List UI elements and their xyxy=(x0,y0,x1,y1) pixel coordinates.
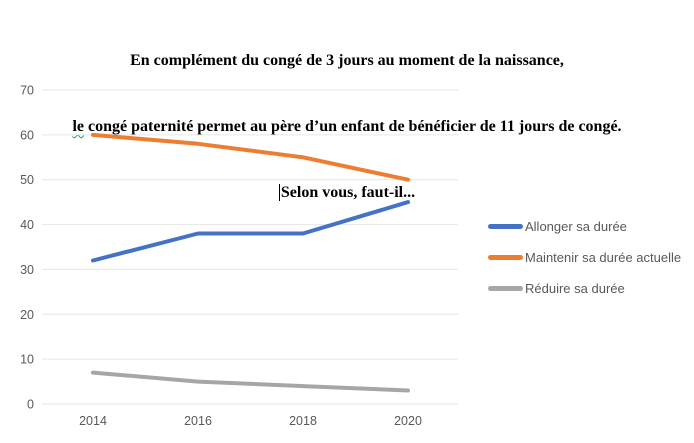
y-axis-tick-label: 30 xyxy=(20,263,34,277)
legend-label: Allonger sa durée xyxy=(525,218,627,234)
x-axis-tick-label: 2018 xyxy=(289,414,317,428)
legend-line-swatch-icon xyxy=(488,254,523,260)
title-line-2: le congé paternité permet au père d’un e… xyxy=(72,118,622,135)
x-axis-tick-label: 2016 xyxy=(184,414,212,428)
legend-item-2[interactable]: Maintenir sa durée actuelle xyxy=(488,247,688,267)
text-cursor xyxy=(278,184,280,201)
line-chart-plot[interactable]: 0 10 20 30 40 50 60 70 2014 2016 2018 2020 xyxy=(0,82,470,443)
legend-label: Maintenir sa durée actuelle xyxy=(525,249,682,265)
legend-line-swatch-icon xyxy=(488,285,523,291)
legend-item-1[interactable]: Allonger sa durée xyxy=(488,216,688,236)
series-line-3 xyxy=(91,370,410,393)
chart-legend: Allonger sa durée Maintenir sa durée actu… xyxy=(488,216,688,309)
title-line-1: En complément du congé de 3 jours au mom… xyxy=(130,52,564,69)
legend-label: Réduire sa durée xyxy=(525,280,625,296)
x-axis-tick-label: 2014 xyxy=(79,414,107,428)
legend-line-swatch-icon xyxy=(488,223,523,229)
y-axis-tick-label: 10 xyxy=(20,353,34,367)
legend-item-3[interactable]: Réduire sa durée xyxy=(488,278,688,298)
chart-title[interactable]: En complément du congé de 3 jours au mom… xyxy=(0,6,694,248)
y-axis-tick-label: 20 xyxy=(20,308,34,322)
y-axis-tick-label: 40 xyxy=(20,218,34,232)
grammar-squiggle-word: le xyxy=(72,118,84,135)
x-axis-tick-label: 2020 xyxy=(394,414,422,428)
series-line-2 xyxy=(91,132,410,182)
y-axis-tick-label: 50 xyxy=(20,173,34,187)
y-axis-tick-label: 0 xyxy=(27,398,34,412)
y-axis-tick-label: 60 xyxy=(20,128,34,142)
y-axis-tick-label: 70 xyxy=(20,84,34,98)
title-line-3: Selon vous, faut-il... xyxy=(278,184,416,201)
series-line-1 xyxy=(91,200,410,263)
